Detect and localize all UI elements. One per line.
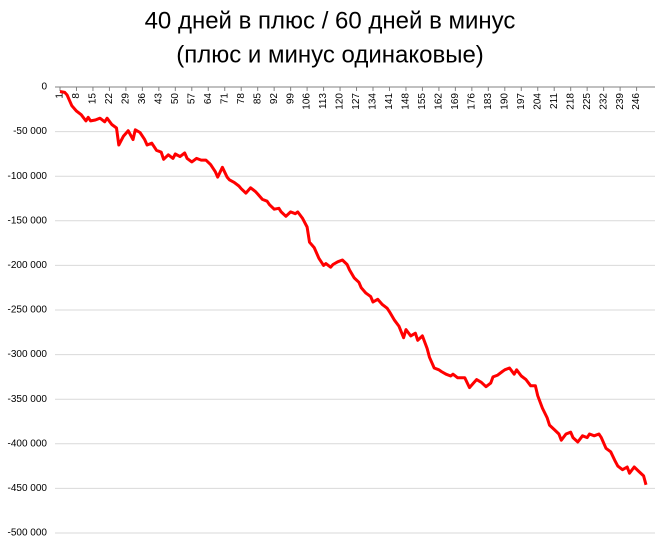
y-tick-label: -100 000 xyxy=(8,171,48,182)
x-tick-label: 197 xyxy=(516,93,527,110)
x-tick-label: 106 xyxy=(302,93,313,110)
x-tick-label: 204 xyxy=(532,93,543,110)
x-tick-label: 29 xyxy=(121,93,132,105)
x-tick-label: 239 xyxy=(615,93,626,110)
y-tick-label: -50 000 xyxy=(13,126,47,137)
y-tick-label: -150 000 xyxy=(8,215,48,226)
x-tick-label: 127 xyxy=(351,93,362,110)
x-tick-label: 64 xyxy=(203,93,214,105)
y-tick-label: -200 000 xyxy=(8,260,48,271)
x-tick-label: 218 xyxy=(565,93,576,110)
y-tick-label: 0 xyxy=(41,82,47,93)
x-tick-label: 1 xyxy=(55,93,66,99)
chart-subtitle: (плюс и минус одинаковые) xyxy=(176,41,484,68)
x-tick-label: 148 xyxy=(401,93,412,110)
x-tick-label: 134 xyxy=(368,93,379,110)
x-tick-label: 155 xyxy=(417,93,428,110)
x-tick-label: 246 xyxy=(631,93,642,110)
chart-title: 40 дней в плюс / 60 дней в минус xyxy=(145,7,516,34)
x-tick-label: 99 xyxy=(285,93,296,105)
x-tick-label: 8 xyxy=(71,93,82,99)
x-tick-label: 176 xyxy=(466,93,477,110)
x-tick-label: 113 xyxy=(318,93,329,109)
x-tick-label: 15 xyxy=(88,93,99,105)
x-tick-label: 211 xyxy=(549,93,560,109)
x-tick-label: 50 xyxy=(170,93,181,105)
y-tick-label: -250 000 xyxy=(8,305,48,316)
x-tick-label: 232 xyxy=(598,93,609,110)
x-tick-label: 183 xyxy=(483,93,494,110)
data-line xyxy=(59,90,648,486)
x-tick-label: 36 xyxy=(137,93,148,105)
y-tick-label: -350 000 xyxy=(8,394,48,405)
x-tick-label: 190 xyxy=(499,93,510,110)
x-tick-label: 141 xyxy=(384,93,395,110)
y-tick-label: -300 000 xyxy=(8,349,48,360)
y-tick-label: -500 000 xyxy=(8,528,48,539)
y-tick-label: -400 000 xyxy=(8,438,48,449)
x-tick-label: 85 xyxy=(252,93,263,105)
y-tick-label: -450 000 xyxy=(8,483,48,494)
x-tick-label: 71 xyxy=(219,93,230,105)
x-tick-label: 22 xyxy=(104,93,115,105)
x-tick-label: 92 xyxy=(269,93,280,105)
x-tick-label: 225 xyxy=(582,93,593,110)
x-tick-label: 162 xyxy=(434,93,445,110)
x-tick-label: 169 xyxy=(450,93,461,110)
x-tick-label: 120 xyxy=(335,93,346,110)
x-tick-label: 57 xyxy=(186,93,197,105)
x-tick-label: 43 xyxy=(153,93,164,105)
x-tick-label: 78 xyxy=(236,93,247,105)
